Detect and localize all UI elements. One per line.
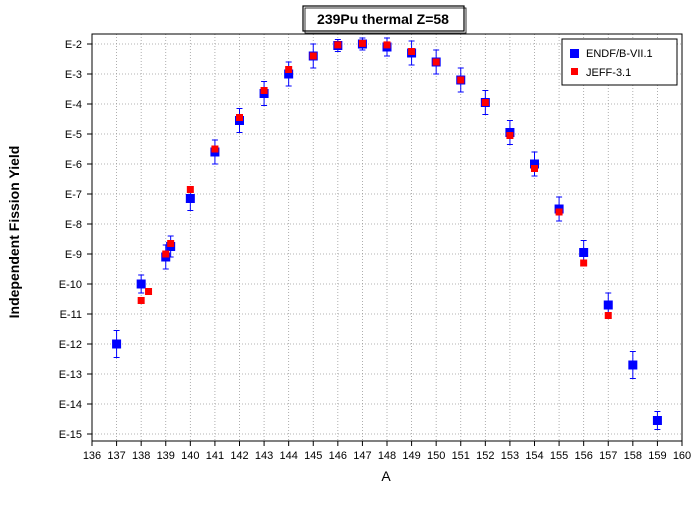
data-point bbox=[260, 87, 268, 94]
x-axis-label: A bbox=[381, 468, 391, 484]
y-tick-label: E-3 bbox=[65, 69, 82, 81]
data-point bbox=[309, 52, 317, 60]
data-point bbox=[162, 250, 170, 258]
data-point bbox=[112, 339, 122, 349]
y-tick-label: E-4 bbox=[65, 99, 82, 111]
series bbox=[112, 37, 662, 430]
y-tick-label: E-9 bbox=[65, 249, 82, 261]
x-tick-label: 144 bbox=[279, 450, 297, 462]
y-axis-label: Independent Fission Yield bbox=[6, 146, 22, 319]
chart-title: 239Pu thermal Z=58 bbox=[317, 11, 449, 27]
data-point bbox=[167, 240, 175, 247]
data-point bbox=[457, 76, 465, 84]
data-point bbox=[580, 259, 588, 267]
y-tick-label: E-13 bbox=[59, 369, 82, 381]
data-point bbox=[628, 360, 638, 370]
data-point bbox=[531, 165, 538, 172]
legend-marker-endf bbox=[570, 49, 579, 58]
legend-marker-jeff bbox=[571, 68, 578, 75]
x-tick-label: 149 bbox=[402, 450, 420, 462]
y-tick-label: E-11 bbox=[60, 309, 82, 321]
data-point bbox=[137, 297, 145, 304]
y-tick-label: E-12 bbox=[59, 339, 82, 351]
data-point bbox=[432, 58, 440, 66]
data-point bbox=[284, 69, 294, 79]
x-tick-label: 137 bbox=[107, 450, 125, 462]
x-tick-label: 159 bbox=[648, 450, 666, 462]
x-tick-label: 154 bbox=[525, 450, 543, 462]
data-point bbox=[604, 312, 612, 319]
data-point bbox=[481, 99, 489, 106]
x-tick-label: 156 bbox=[574, 450, 592, 462]
data-point bbox=[185, 194, 195, 203]
x-tick-label: 150 bbox=[427, 450, 445, 462]
axes: 136 137 138 139 140 141 142 143 144 145 146 147 148 1… bbox=[59, 39, 691, 462]
x-tick-label: 160 bbox=[673, 450, 691, 462]
x-tick-label: 136 bbox=[83, 450, 101, 462]
y-tick-label: E-10 bbox=[59, 279, 82, 291]
title-box bbox=[302, 5, 465, 32]
data-point bbox=[408, 48, 416, 55]
data-point bbox=[603, 300, 613, 310]
legend: ENDF/B-VII.1 JEFF-3.1 bbox=[561, 38, 678, 86]
x-tick-label: 157 bbox=[599, 450, 617, 462]
x-tick-label: 155 bbox=[550, 450, 568, 462]
y-tick-label: E-8 bbox=[65, 219, 82, 231]
y-tick-label: E-6 bbox=[65, 159, 82, 171]
x-tick-label: 146 bbox=[329, 450, 347, 462]
data-point bbox=[506, 132, 514, 139]
title-box-shadow bbox=[304, 7, 467, 34]
data-point bbox=[358, 39, 366, 47]
x-tick-label: 153 bbox=[501, 450, 519, 462]
y-tick-label: E-5 bbox=[65, 129, 82, 141]
y-tick-label: E-14 bbox=[59, 399, 82, 411]
x-tick-label: 145 bbox=[304, 450, 322, 462]
x-tick-label: 142 bbox=[230, 450, 248, 462]
x-tick-label: 141 bbox=[206, 450, 224, 462]
x-tick-label: 143 bbox=[255, 450, 273, 462]
y-tick-label: E-7 bbox=[65, 189, 82, 201]
data-point bbox=[579, 248, 589, 257]
x-tick-label: 139 bbox=[157, 450, 175, 462]
x-tick-label: 151 bbox=[452, 450, 470, 462]
data-point bbox=[236, 114, 243, 121]
x-tick-label: 158 bbox=[624, 450, 642, 462]
data-point bbox=[145, 288, 153, 295]
y-tick-label: E-2 bbox=[65, 39, 82, 51]
x-tick-label: 147 bbox=[353, 450, 371, 462]
data-point bbox=[555, 208, 563, 216]
x-tick-label: 148 bbox=[378, 450, 396, 462]
data-point bbox=[530, 159, 539, 169]
y-tick-label: E-15 bbox=[59, 429, 82, 441]
legend-label-jeff: JEFF-3.1 bbox=[586, 67, 631, 79]
series-jeff bbox=[137, 39, 612, 319]
data-point bbox=[285, 66, 293, 73]
x-tick-label: 138 bbox=[132, 450, 150, 462]
data-point bbox=[383, 41, 391, 49]
x-tick-label: 152 bbox=[476, 450, 494, 462]
legend-box bbox=[561, 38, 678, 86]
data-point bbox=[334, 41, 342, 49]
data-point bbox=[186, 186, 194, 193]
x-tick-label: 140 bbox=[181, 450, 199, 462]
data-point bbox=[211, 145, 219, 153]
data-point bbox=[652, 416, 662, 425]
data-point bbox=[136, 279, 146, 289]
legend-label-endf: ENDF/B-VII.1 bbox=[586, 48, 653, 60]
